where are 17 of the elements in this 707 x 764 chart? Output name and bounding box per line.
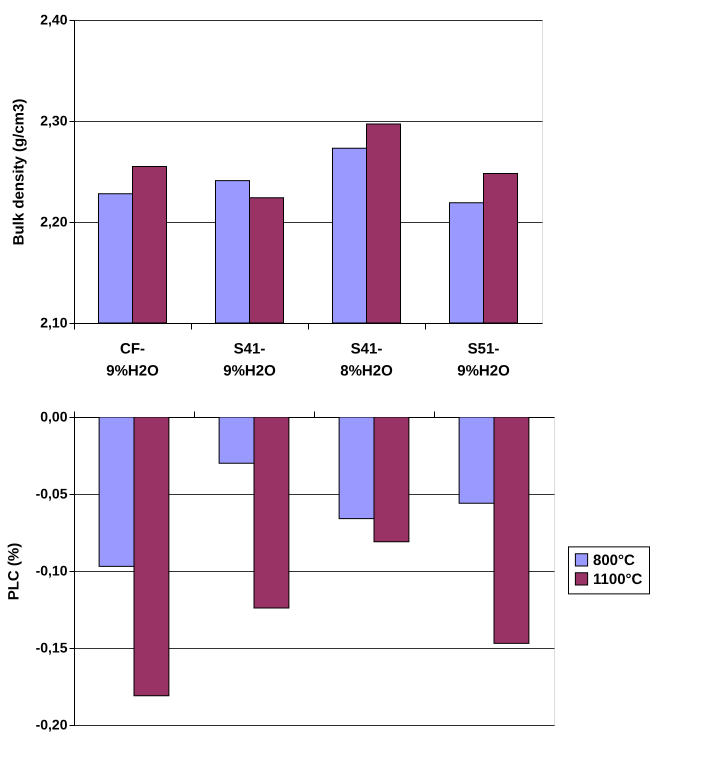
y-tick-label: 2,30 xyxy=(40,112,68,128)
y-tick-label: -0,20 xyxy=(36,716,68,732)
y-tick-label: 2,40 xyxy=(40,12,68,28)
y-tick-label: 2,10 xyxy=(40,314,68,330)
legend-label: 1100°C xyxy=(593,570,643,588)
y-tick-label: -0,10 xyxy=(36,562,68,578)
x-tick-label: CF-9%H2O xyxy=(106,340,160,380)
y-tick-label: 0,00 xyxy=(40,408,68,424)
y-tick-label: 2,20 xyxy=(40,214,68,230)
y-axis-title: Bulk density (g/cm3) xyxy=(10,98,28,246)
x-tick-label: S41-9%H2O xyxy=(223,340,276,380)
x-tick-label: S51-9%H2O xyxy=(457,340,510,380)
y-tick-label: -0,05 xyxy=(36,486,68,502)
legend-label: 800°C xyxy=(593,552,636,569)
x-tick-label: S41-8%H2O xyxy=(340,340,394,380)
y-axis-title: PLC (%) xyxy=(6,542,23,600)
y-tick-label: -0,15 xyxy=(36,640,68,656)
